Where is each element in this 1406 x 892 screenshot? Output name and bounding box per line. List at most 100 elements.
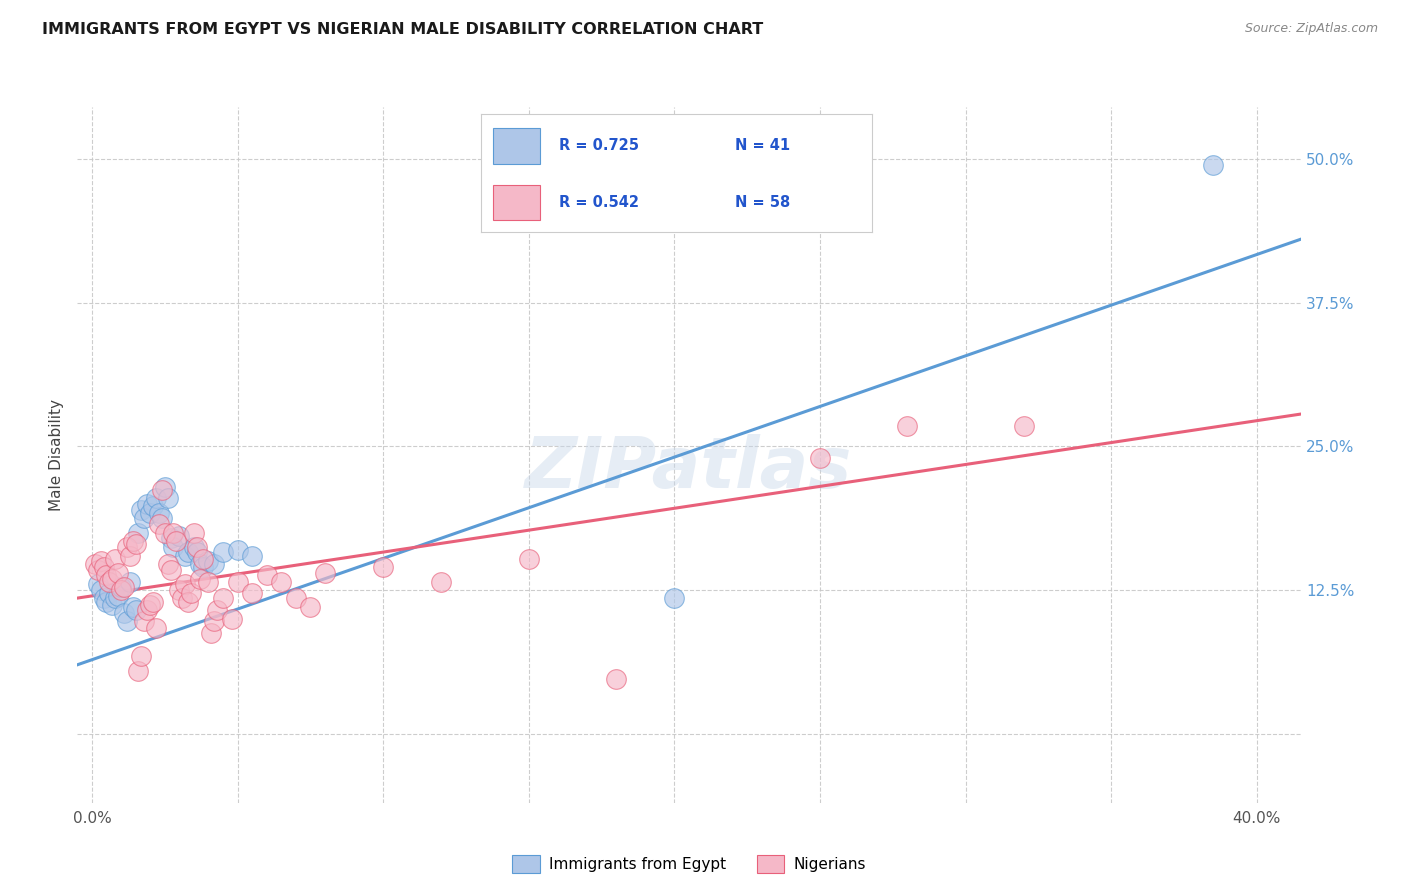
Point — [221, 612, 243, 626]
Point — [183, 525, 205, 540]
Point — [134, 510, 156, 524]
Point — [96, 568, 118, 582]
Point — [145, 491, 167, 505]
Point — [299, 600, 322, 615]
Point — [202, 614, 225, 628]
Point — [240, 549, 263, 563]
Point — [202, 557, 225, 571]
Point — [896, 418, 918, 433]
Point — [142, 499, 165, 513]
Point — [83, 557, 105, 571]
Point — [284, 591, 307, 606]
Point — [107, 589, 129, 603]
Point — [226, 542, 249, 557]
Point — [96, 594, 118, 608]
Point — [124, 602, 146, 616]
Point — [104, 552, 127, 566]
Point — [90, 554, 112, 568]
Point — [150, 510, 173, 524]
Point — [172, 591, 194, 606]
Point — [139, 506, 162, 520]
Point — [159, 531, 181, 545]
Point — [174, 549, 197, 563]
Point — [430, 574, 453, 589]
Point — [110, 580, 132, 594]
Point — [112, 606, 135, 620]
Point — [177, 545, 200, 559]
Point — [148, 517, 170, 532]
Point — [205, 602, 228, 616]
Point — [191, 560, 214, 574]
Point — [1012, 418, 1035, 433]
Point — [188, 557, 211, 571]
Point — [162, 541, 184, 555]
Point — [115, 614, 138, 628]
Point — [87, 577, 110, 591]
Point — [107, 566, 129, 580]
Point — [226, 574, 249, 589]
Point — [200, 625, 222, 640]
Point — [314, 566, 336, 580]
Point — [101, 598, 124, 612]
Point — [371, 560, 394, 574]
Point — [131, 502, 153, 516]
Point — [191, 552, 214, 566]
Point — [165, 533, 187, 548]
Point — [156, 557, 179, 571]
Point — [128, 525, 150, 540]
Point — [145, 621, 167, 635]
Point — [517, 552, 540, 566]
Point — [121, 533, 143, 548]
Point — [115, 541, 138, 555]
Point — [93, 560, 115, 574]
Point — [174, 577, 197, 591]
Point — [128, 664, 150, 678]
Point — [93, 591, 115, 606]
Text: IMMIGRANTS FROM EGYPT VS NIGERIAN MALE DISABILITY CORRELATION CHART: IMMIGRANTS FROM EGYPT VS NIGERIAN MALE D… — [42, 22, 763, 37]
Point — [112, 580, 135, 594]
Point — [101, 572, 124, 586]
Text: ZIPatlas: ZIPatlas — [526, 434, 852, 503]
Point — [98, 574, 121, 589]
Point — [159, 564, 181, 578]
Point — [169, 582, 191, 597]
Point — [240, 586, 263, 600]
Text: Source: ZipAtlas.com: Source: ZipAtlas.com — [1244, 22, 1378, 36]
Point — [186, 545, 208, 559]
Point — [121, 600, 143, 615]
Point — [156, 491, 179, 505]
Point — [177, 594, 200, 608]
Point — [169, 529, 191, 543]
Point — [197, 554, 219, 568]
Point — [808, 450, 831, 465]
Point — [153, 525, 176, 540]
Point — [110, 582, 132, 597]
Point — [142, 594, 165, 608]
Legend: Immigrants from Egypt, Nigerians: Immigrants from Egypt, Nigerians — [506, 849, 872, 879]
Point — [256, 568, 278, 582]
Point — [664, 591, 686, 606]
Point — [87, 564, 110, 578]
Point — [148, 506, 170, 520]
Point — [197, 574, 219, 589]
Point — [1202, 157, 1225, 171]
Point — [134, 614, 156, 628]
Point — [270, 574, 292, 589]
Point — [136, 497, 159, 511]
Point — [136, 602, 159, 616]
Point — [131, 648, 153, 663]
Point — [188, 572, 211, 586]
Point — [124, 537, 146, 551]
Point — [118, 549, 141, 563]
Point — [605, 672, 627, 686]
Point — [118, 574, 141, 589]
Point — [104, 591, 127, 606]
Point — [186, 541, 208, 555]
Y-axis label: Male Disability: Male Disability — [49, 399, 65, 511]
Point — [139, 598, 162, 612]
Point — [180, 586, 202, 600]
Point — [98, 586, 121, 600]
Point — [90, 582, 112, 597]
Point — [183, 541, 205, 555]
Point — [153, 479, 176, 493]
